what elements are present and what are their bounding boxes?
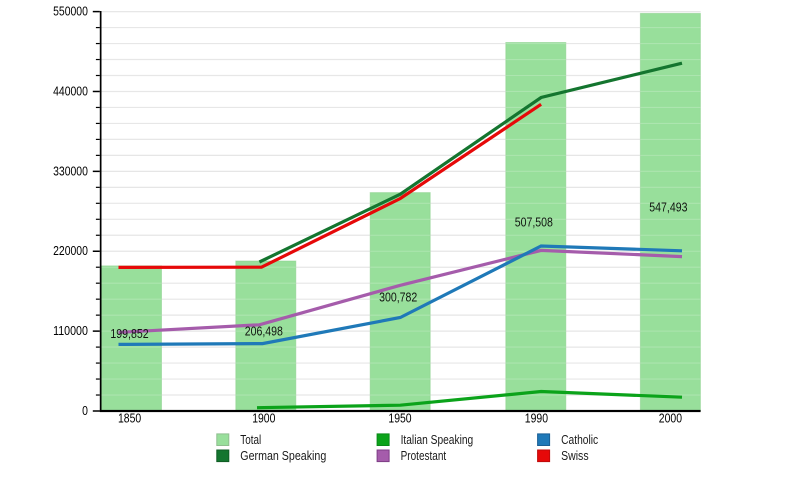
svg-text:110000: 110000 [53,323,88,338]
svg-text:German Speaking: German Speaking [240,448,326,463]
svg-text:300,782: 300,782 [379,289,417,304]
svg-text:206,498: 206,498 [245,324,283,339]
svg-text:330000: 330000 [53,163,88,178]
svg-text:Italian Speaking: Italian Speaking [401,432,474,447]
svg-text:1950: 1950 [388,411,411,426]
svg-text:547,493: 547,493 [649,200,687,215]
svg-text:0: 0 [82,403,88,418]
svg-text:220000: 220000 [53,243,88,258]
svg-text:Total: Total [240,432,261,447]
svg-text:440000: 440000 [53,83,88,98]
svg-text:1990: 1990 [525,411,548,426]
svg-text:Protestant: Protestant [401,448,447,463]
svg-text:550000: 550000 [53,4,88,19]
svg-text:Swiss: Swiss [561,448,589,463]
svg-text:1850: 1850 [118,411,141,426]
svg-text:Catholic: Catholic [561,432,598,447]
svg-text:2000: 2000 [659,411,682,426]
svg-text:507,508: 507,508 [515,214,553,229]
svg-text:199,852: 199,852 [110,326,148,341]
svg-text:1900: 1900 [252,411,275,426]
